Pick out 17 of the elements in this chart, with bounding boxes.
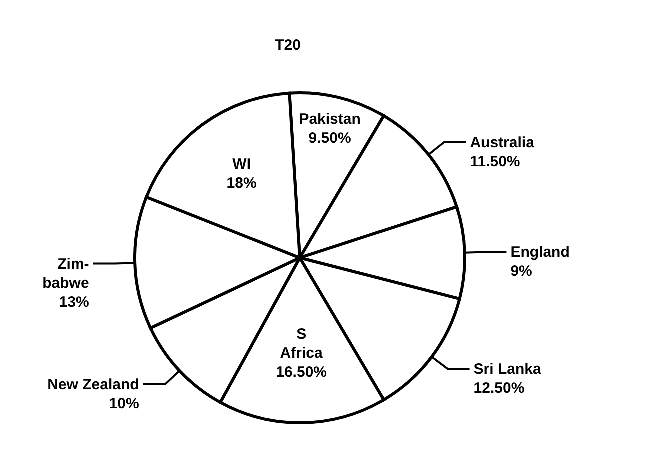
data-label: 10% <box>109 396 140 413</box>
slice-label: Pakistan <box>299 110 361 128</box>
chart-title: T20 <box>275 37 301 54</box>
data-label: 9.50% <box>308 130 352 147</box>
slice-label: Australia <box>470 134 536 152</box>
data-label: 18% <box>226 174 257 192</box>
data-label: 9% <box>510 263 532 280</box>
slice-label: Sri Lanka <box>474 360 542 378</box>
slice-label: WI <box>232 156 251 173</box>
slice-label: S Africa <box>280 326 324 362</box>
slice-label: Zim-babwe <box>42 256 90 292</box>
data-label: 12.50% <box>474 380 525 397</box>
data-label: 13% <box>59 294 90 311</box>
data-label: 16.50% <box>276 364 327 381</box>
data-label: 11.50% <box>470 153 520 170</box>
slice-label: New Zealand <box>48 376 140 394</box>
slice-label: England <box>510 244 570 262</box>
